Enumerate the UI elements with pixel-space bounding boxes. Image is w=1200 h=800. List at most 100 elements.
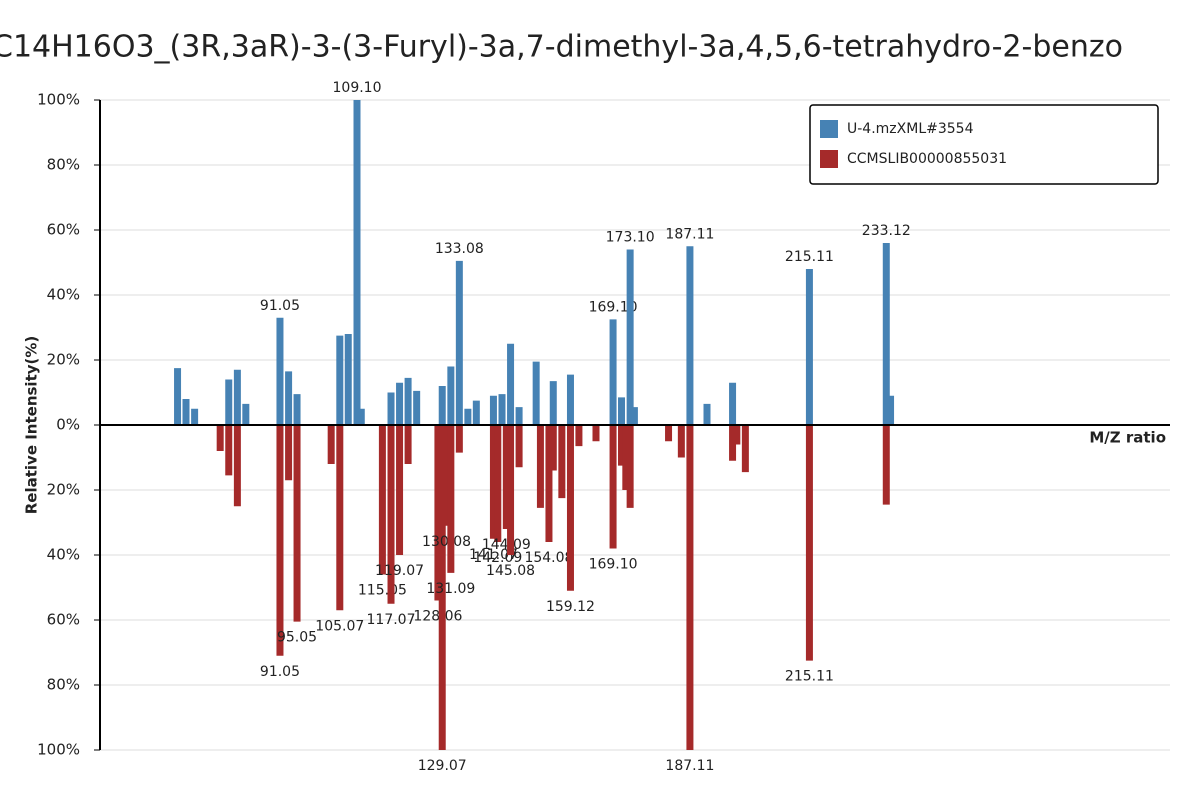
peak-bar — [805, 269, 813, 425]
peak-bar — [472, 400, 480, 425]
y-tick-label: 60% — [47, 221, 80, 239]
peak-bar — [387, 425, 395, 604]
peak-bar — [729, 382, 737, 425]
peak-bar — [741, 425, 749, 473]
peak-bar — [438, 386, 446, 425]
legend-swatch — [820, 150, 838, 168]
peak-bar — [336, 425, 344, 611]
peak-bar — [805, 425, 813, 661]
peak-bar — [592, 425, 600, 442]
peak-bar — [242, 403, 250, 425]
peak-bar — [558, 425, 566, 499]
peak-bar — [455, 260, 463, 425]
peak-bar — [489, 425, 497, 539]
peak-bar — [344, 334, 352, 425]
y-tick-label: 40% — [47, 546, 80, 564]
peak-bar — [566, 374, 574, 425]
peak-bar — [618, 425, 626, 466]
peak-bar — [532, 361, 540, 425]
peak-bar — [378, 425, 386, 575]
peak-bar — [549, 381, 557, 425]
peak-bar — [396, 382, 404, 425]
peak-bar — [413, 390, 421, 425]
peak-bar — [630, 407, 638, 425]
peak-label: 95.05 — [277, 630, 317, 646]
y-tick-label: 0% — [56, 416, 80, 434]
peak-bar — [182, 399, 190, 425]
peak-bar — [293, 425, 301, 622]
y-tick-label: 20% — [47, 351, 80, 369]
peak-bar — [609, 425, 617, 549]
legend-label: U-4.mzXML#3554 — [847, 121, 974, 137]
peak-label: 169.10 — [589, 557, 638, 573]
peak-bar — [515, 407, 523, 425]
chart-title: C14H16O3_(3R,3aR)-3-(3-Furyl)-3a,7-dimet… — [0, 30, 1123, 65]
peak-bar — [549, 425, 557, 471]
peak-label: 187.11 — [665, 226, 714, 242]
peak-bar — [507, 343, 515, 425]
peak-bar — [455, 425, 463, 453]
y-tick-label: 60% — [47, 611, 80, 629]
y-tick-label: 80% — [47, 676, 80, 694]
peak-label: 131.09 — [426, 581, 475, 597]
peak-label: 117.07 — [367, 612, 416, 628]
peak-bar — [216, 425, 224, 451]
peak-bar — [566, 425, 574, 591]
peak-bar — [233, 369, 241, 425]
legend-label: CCMSLIB00000855031 — [847, 151, 1007, 167]
peak-bar — [686, 246, 694, 425]
peak-bar — [225, 379, 233, 425]
peak-bar — [464, 408, 472, 425]
peak-label: 159.12 — [546, 599, 595, 615]
y-tick-label: 100% — [37, 91, 80, 109]
peak-bar — [336, 335, 344, 425]
peak-bar — [536, 425, 544, 508]
legend-box — [809, 104, 1159, 185]
peak-label: 91.05 — [260, 298, 300, 314]
peak-bar — [887, 395, 895, 425]
peak-bar — [502, 425, 510, 529]
peak-label: 115.05 — [358, 583, 407, 599]
peak-label: 109.10 — [333, 80, 382, 96]
peak-bar — [225, 425, 233, 476]
peak-bar — [447, 366, 455, 425]
peak-bar — [626, 425, 634, 508]
peak-bar — [293, 394, 301, 425]
peak-bar — [404, 377, 412, 425]
peak-bar — [609, 319, 617, 425]
x-axis-label: M/Z ratio — [1089, 429, 1166, 447]
peak-bar — [387, 392, 395, 425]
peak-bar — [575, 425, 583, 447]
peak-bar — [507, 425, 515, 555]
peak-bar — [285, 425, 293, 481]
peak-bar — [729, 425, 737, 461]
peak-bar — [276, 317, 284, 425]
peak-label: 128.06 — [413, 609, 462, 625]
peak-bar — [733, 425, 741, 445]
peak-label: 91.05 — [260, 664, 300, 680]
y-tick-label: 100% — [37, 741, 80, 759]
peak-bar — [174, 368, 182, 425]
peak-label: 215.11 — [785, 669, 834, 685]
peak-label: 133.08 — [435, 241, 484, 257]
peak-bar — [191, 408, 199, 425]
peak-bar — [622, 425, 630, 490]
peak-label: 215.11 — [785, 249, 834, 265]
peak-bar — [233, 425, 241, 507]
peak-label: 130.08 — [422, 534, 471, 550]
legend-swatch — [820, 120, 838, 138]
y-axis-label: Relative Intensity(%) — [23, 336, 41, 515]
peak-bar — [276, 425, 284, 656]
peak-bar — [618, 397, 626, 425]
peak-bar — [404, 425, 412, 464]
peak-bar — [447, 425, 455, 573]
peak-bar — [665, 425, 673, 442]
peak-label: 169.10 — [589, 299, 638, 315]
peak-bar — [515, 425, 523, 468]
peak-bar — [703, 403, 711, 425]
peak-bar — [686, 425, 694, 750]
peak-label: 119.07 — [375, 563, 424, 579]
peak-label: 129.07 — [418, 758, 467, 774]
peak-label: 144.09 — [482, 537, 531, 553]
